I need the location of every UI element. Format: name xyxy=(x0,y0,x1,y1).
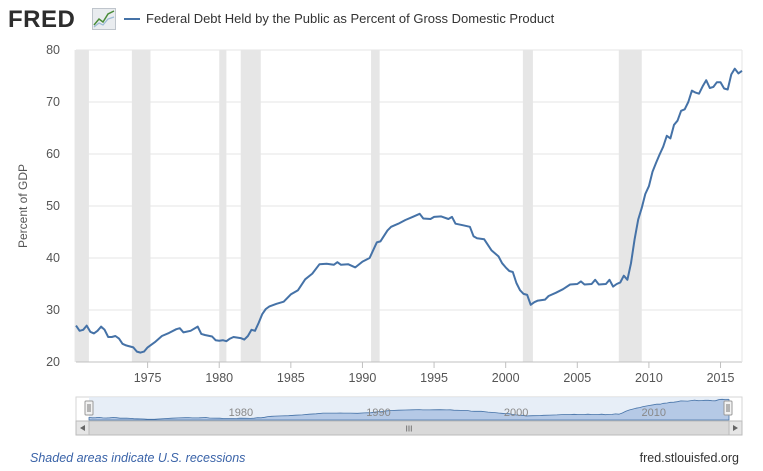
navigator-series-area xyxy=(88,398,730,421)
y-axis-tick-labels: 20 30 40 50 60 70 80 xyxy=(46,43,60,369)
chart-header: FRED Federal Debt Held by the Public as … xyxy=(0,0,763,40)
recession-note: Shaded areas indicate U.S. recessions xyxy=(30,451,246,465)
navigator-tick-label-1: 1990 xyxy=(366,407,390,419)
y-tick-label-30: 30 xyxy=(46,303,60,317)
legend-line-swatch xyxy=(124,17,140,20)
y-tick-label-20: 20 xyxy=(46,355,60,369)
navigator-tick-label-3: 2010 xyxy=(642,407,666,419)
x-tick-label-2010: 2010 xyxy=(635,371,663,385)
fred-chart-logo-icon xyxy=(92,8,116,35)
x-tick-label-1985: 1985 xyxy=(277,371,305,385)
x-tick-label-1975: 1975 xyxy=(134,371,162,385)
x-tick-label-1990: 1990 xyxy=(349,371,377,385)
debt-series-line[interactable] xyxy=(75,67,743,354)
source-link[interactable]: fred.stlouisfed.org xyxy=(639,451,739,465)
x-tick-label-1995: 1995 xyxy=(420,371,448,385)
y-axis-label: Percent of GDP xyxy=(16,164,30,248)
x-axis-tick-labels: 1975 1980 1985 1990 1995 2000 2005 2010 2015 xyxy=(134,362,735,385)
x-tick-label-2000: 2000 xyxy=(492,371,520,385)
navigator-panel[interactable]: 1980 1990 2000 2010 xyxy=(75,396,743,422)
navigator-tick-label-0: 1980 xyxy=(229,407,253,419)
navigator-scrollbar[interactable]: III xyxy=(75,420,743,436)
scroll-right-arrow-icon xyxy=(733,425,738,431)
scroll-left-arrow-icon xyxy=(80,425,85,431)
navigator-right-handle[interactable] xyxy=(723,400,733,416)
y-tick-label-50: 50 xyxy=(46,199,60,213)
legend-series-label: Federal Debt Held by the Public as Perce… xyxy=(146,11,555,26)
x-tick-label-2005: 2005 xyxy=(563,371,591,385)
y-tick-label-60: 60 xyxy=(46,147,60,161)
x-tick-label-1980: 1980 xyxy=(205,371,233,385)
gridlines xyxy=(76,49,743,363)
x-tick-label-2015: 2015 xyxy=(707,371,735,385)
y-tick-label-80: 80 xyxy=(46,43,60,57)
chart-legend[interactable]: Federal Debt Held by the Public as Perce… xyxy=(124,11,554,26)
fred-logo[interactable]: FRED xyxy=(8,6,76,33)
navigator-tick-labels: 1980 1990 2000 2010 xyxy=(229,407,666,419)
navigator-tick-label-2: 2000 xyxy=(504,407,528,419)
navigator-left-handle[interactable] xyxy=(84,400,94,416)
y-tick-label-40: 40 xyxy=(46,251,60,265)
y-tick-label-70: 70 xyxy=(46,95,60,109)
scrollbar-grip-icon: III xyxy=(406,425,413,434)
